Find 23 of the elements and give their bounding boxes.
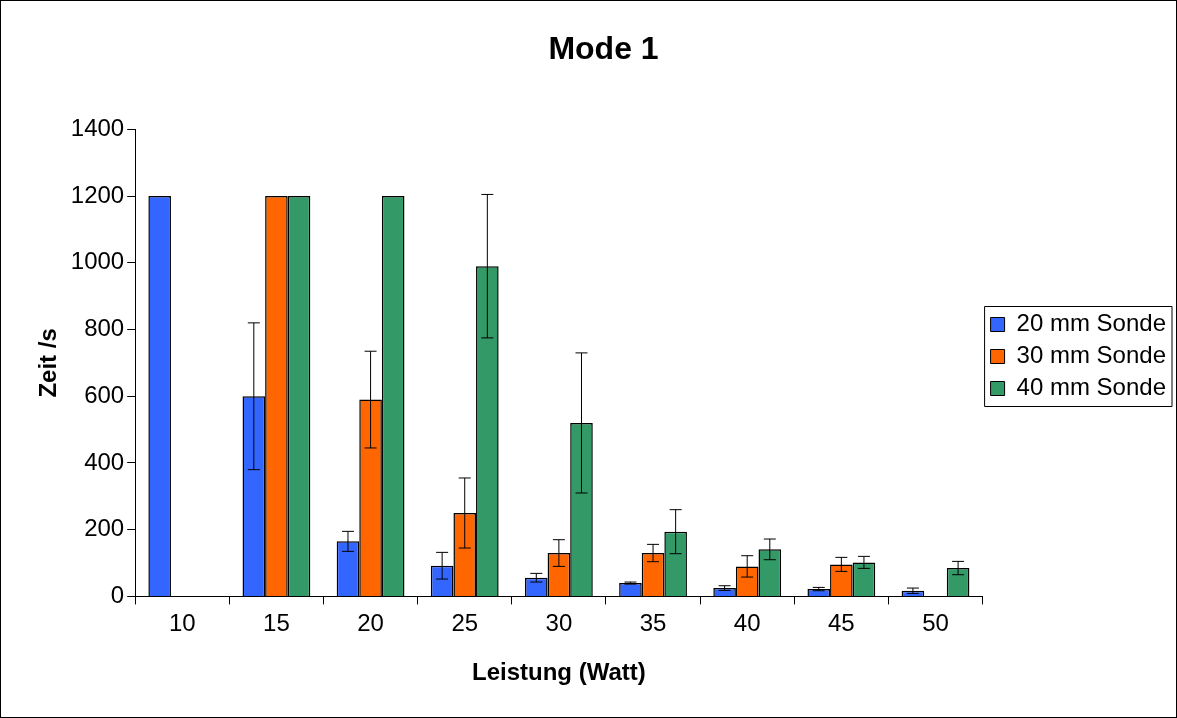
x-tick-label: 45	[828, 609, 855, 637]
x-tick-label: 50	[922, 609, 949, 637]
y-tick-label: 800	[84, 314, 125, 342]
y-tick-label: 600	[84, 380, 125, 408]
x-tick-label: 40	[733, 609, 761, 637]
x-tick-label: 15	[263, 609, 290, 637]
x-tick-label: 10	[168, 609, 196, 637]
legend-label: 20 mm Sonde	[1016, 309, 1167, 337]
y-tick-label: 200	[84, 514, 125, 542]
legend-label: 30 mm Sonde	[1016, 341, 1167, 369]
y-tick-label: 0	[110, 581, 125, 609]
x-tick-label: 30	[545, 609, 573, 637]
x-tick-label: 25	[451, 609, 479, 637]
x-tick-label: 20	[357, 609, 384, 637]
y-axis-title: Zeit /s	[34, 328, 62, 398]
y-tick-label: 1400	[70, 114, 125, 142]
y-tick-label: 1000	[70, 247, 125, 275]
x-axis-title: Leistung (Watt)	[472, 658, 646, 686]
legend-label: 40 mm Sonde	[1016, 373, 1167, 401]
y-tick-label: 1200	[70, 180, 125, 208]
x-tick-label: 35	[639, 609, 667, 637]
chart-title: Mode 1	[548, 30, 659, 67]
y-tick-label: 400	[84, 447, 125, 475]
